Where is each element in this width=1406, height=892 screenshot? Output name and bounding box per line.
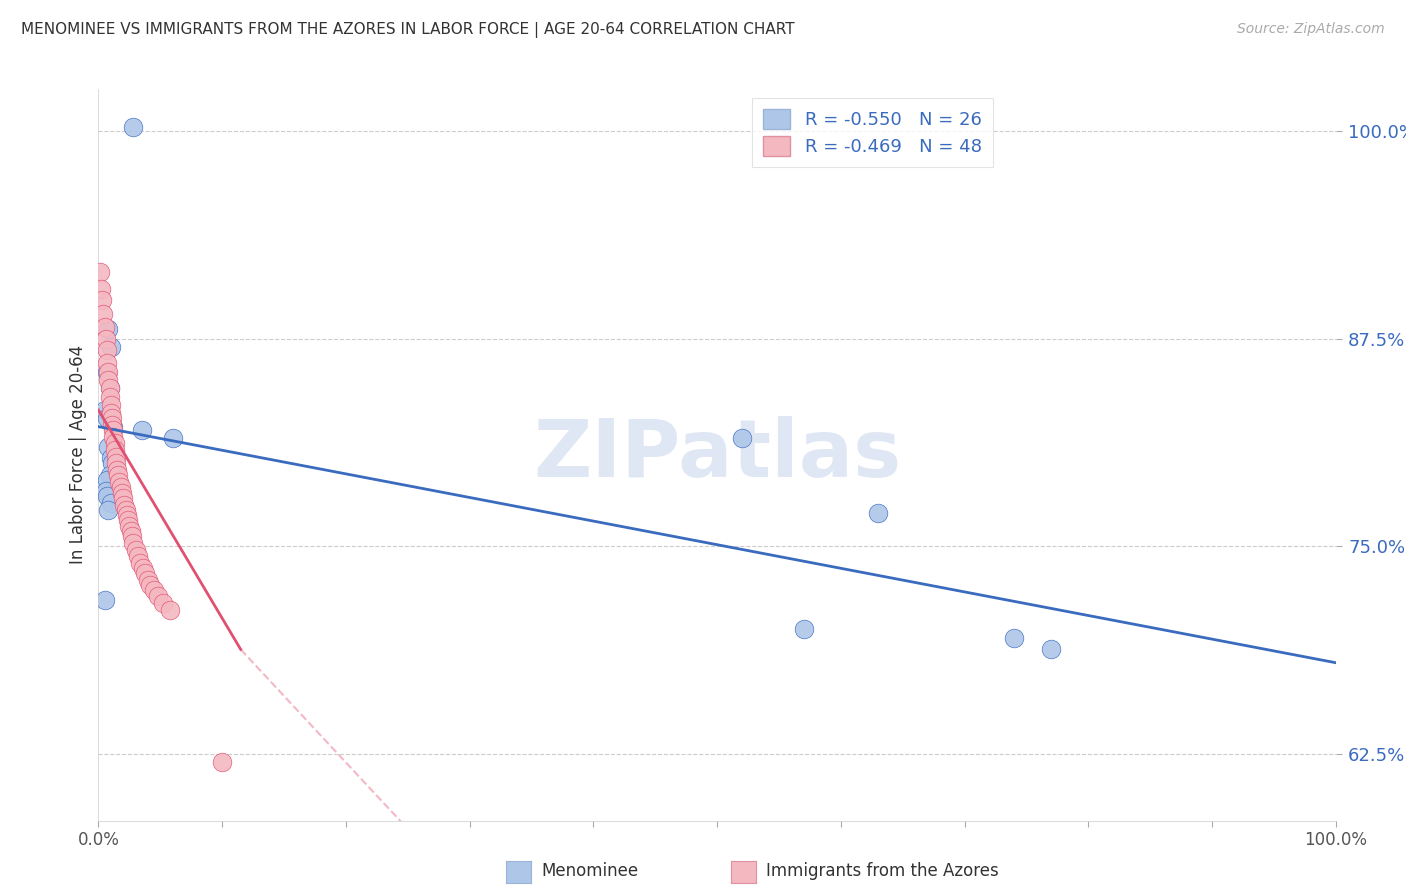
Point bbox=[93, 592, 115, 607]
Point bbox=[97, 502, 120, 516]
Point bbox=[97, 440, 120, 454]
Point bbox=[97, 373, 120, 387]
Point bbox=[96, 411, 118, 425]
Point bbox=[100, 496, 122, 510]
Point bbox=[112, 491, 135, 505]
Point bbox=[101, 456, 124, 470]
Point bbox=[139, 577, 162, 591]
Point bbox=[112, 498, 135, 512]
Text: ZIPatlas: ZIPatlas bbox=[533, 416, 901, 494]
Point bbox=[93, 403, 115, 417]
Point bbox=[152, 596, 174, 610]
Point bbox=[114, 502, 136, 516]
Point bbox=[127, 549, 149, 564]
Point bbox=[90, 282, 112, 296]
Point bbox=[94, 484, 117, 499]
Point bbox=[110, 479, 132, 493]
Point bbox=[122, 536, 145, 550]
Point bbox=[132, 561, 155, 575]
Point bbox=[89, 265, 111, 279]
Text: Source: ZipAtlas.com: Source: ZipAtlas.com bbox=[1237, 22, 1385, 37]
Point bbox=[94, 332, 117, 346]
Point bbox=[97, 365, 120, 379]
Point bbox=[941, 858, 963, 872]
Point bbox=[93, 319, 115, 334]
Text: MENOMINEE VS IMMIGRANTS FROM THE AZORES IN LABOR FORCE | AGE 20-64 CORRELATION C: MENOMINEE VS IMMIGRANTS FROM THE AZORES … bbox=[21, 22, 794, 38]
Point bbox=[98, 381, 121, 395]
Point bbox=[103, 436, 125, 450]
Point bbox=[103, 442, 125, 457]
Text: Menominee: Menominee bbox=[541, 862, 638, 880]
Point bbox=[98, 467, 121, 482]
Point bbox=[91, 293, 114, 308]
Point bbox=[731, 431, 754, 445]
Point bbox=[98, 390, 121, 404]
Point bbox=[97, 321, 120, 335]
Point bbox=[124, 542, 146, 557]
Point bbox=[100, 398, 122, 412]
Point bbox=[131, 423, 153, 437]
Point bbox=[211, 756, 233, 770]
Point bbox=[1040, 642, 1063, 657]
Point bbox=[129, 556, 152, 570]
Point bbox=[101, 411, 124, 425]
Y-axis label: In Labor Force | Age 20-64: In Labor Force | Age 20-64 bbox=[69, 345, 87, 565]
Point bbox=[103, 429, 125, 443]
Point bbox=[108, 475, 131, 489]
Point bbox=[121, 529, 143, 543]
Point bbox=[162, 431, 184, 445]
Point bbox=[104, 456, 127, 470]
Point bbox=[122, 120, 145, 135]
Point bbox=[793, 623, 815, 637]
Point bbox=[103, 423, 125, 437]
Point bbox=[115, 508, 138, 522]
Point bbox=[96, 473, 118, 487]
Text: Immigrants from the Azores: Immigrants from the Azores bbox=[766, 862, 1000, 880]
Point bbox=[98, 381, 121, 395]
Point bbox=[866, 506, 889, 520]
Point bbox=[96, 365, 118, 379]
Point bbox=[96, 490, 118, 504]
Point bbox=[100, 451, 122, 466]
Point bbox=[96, 356, 118, 370]
Point bbox=[146, 589, 169, 603]
Point bbox=[104, 450, 127, 464]
Point bbox=[96, 343, 118, 358]
Point bbox=[100, 340, 122, 354]
Point bbox=[136, 573, 159, 587]
Point bbox=[93, 307, 115, 321]
Point bbox=[105, 463, 128, 477]
Point bbox=[143, 582, 166, 597]
Point bbox=[117, 513, 139, 527]
Point bbox=[107, 467, 129, 482]
Point bbox=[103, 419, 125, 434]
Point bbox=[159, 602, 181, 616]
Point bbox=[118, 519, 141, 533]
Point bbox=[1002, 631, 1025, 645]
Point bbox=[101, 417, 124, 432]
Point bbox=[120, 524, 142, 539]
Point bbox=[100, 406, 122, 420]
Point bbox=[111, 486, 134, 500]
Legend: R = -0.550   N = 26, R = -0.469   N = 48: R = -0.550 N = 26, R = -0.469 N = 48 bbox=[752, 98, 993, 167]
Point bbox=[134, 566, 156, 580]
